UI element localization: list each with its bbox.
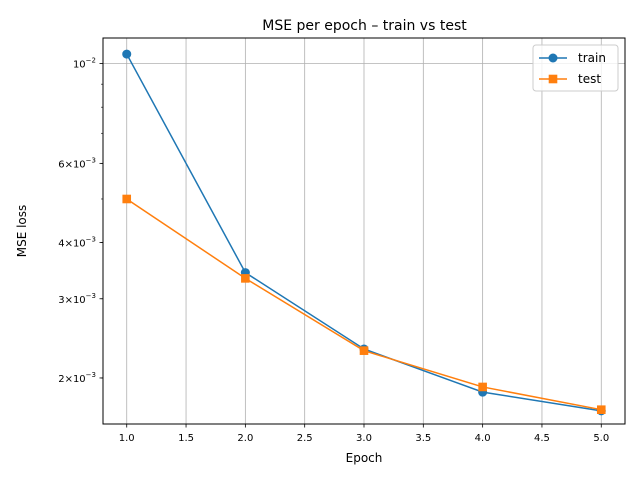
y-tick-label: 4×10−3 [58, 236, 96, 250]
test-point [596, 405, 606, 415]
x-tick-label: 3.0 [356, 433, 372, 444]
x-axis: 1.0 1.5 2.0 2.5 3.0 3.5 4.0 4.5 5.0 [119, 424, 609, 444]
y-tick-label: 6×10−3 [58, 156, 96, 170]
x-tick-label: 1.0 [119, 433, 135, 444]
y-tick-label-exponent: −3 [86, 292, 96, 300]
x-tick-label: 4.0 [475, 433, 491, 444]
legend-marker [548, 74, 558, 84]
y-tick-label-base: 6×10 [58, 159, 85, 170]
chart-title: MSE per epoch – train vs test [262, 18, 467, 34]
test-point [122, 194, 132, 204]
test-point [478, 382, 487, 392]
y-tick-label: 3×10−3 [58, 292, 96, 306]
y-tick-label-exponent: −2 [86, 57, 96, 65]
test-point [241, 274, 250, 283]
legend-item-test: test [539, 72, 601, 86]
y-tick-label-exponent: −3 [86, 236, 96, 244]
y-axis: 2×10−33×10−34×10−36×10−310−2 [58, 57, 103, 385]
x-tick-label: 4.5 [534, 433, 550, 444]
y-axis-label: MSE loss [15, 205, 29, 258]
y-tick-label-exponent: −3 [86, 371, 96, 379]
legend-marker [548, 53, 558, 63]
y-tick-label-base: 3×10 [58, 295, 85, 306]
test-point [359, 346, 369, 355]
series-layer [122, 49, 606, 416]
y-tick-label-base: 2×10 [58, 374, 85, 385]
x-tick-label: 2.0 [237, 433, 253, 444]
y-tick-label: 2×10−3 [58, 371, 96, 385]
y-tick-label-exponent: −3 [86, 156, 96, 164]
legend: train test [532, 44, 619, 92]
train-point [122, 49, 132, 59]
x-tick-label: 2.5 [297, 433, 313, 444]
legend-item-train: train [539, 51, 606, 65]
x-tick-label: 5.0 [593, 433, 609, 444]
x-tick-label: 3.5 [415, 433, 431, 444]
y-tick-label: 10−2 [73, 57, 96, 71]
x-tick-label: 1.5 [178, 433, 194, 444]
y-tick-label-base: 10 [73, 60, 86, 71]
y-tick-label-base: 4×10 [58, 239, 85, 250]
legend-label: test [578, 72, 601, 86]
legend-label: train [578, 51, 606, 65]
x-axis-label: Epoch [346, 451, 383, 465]
series-test [122, 194, 606, 415]
